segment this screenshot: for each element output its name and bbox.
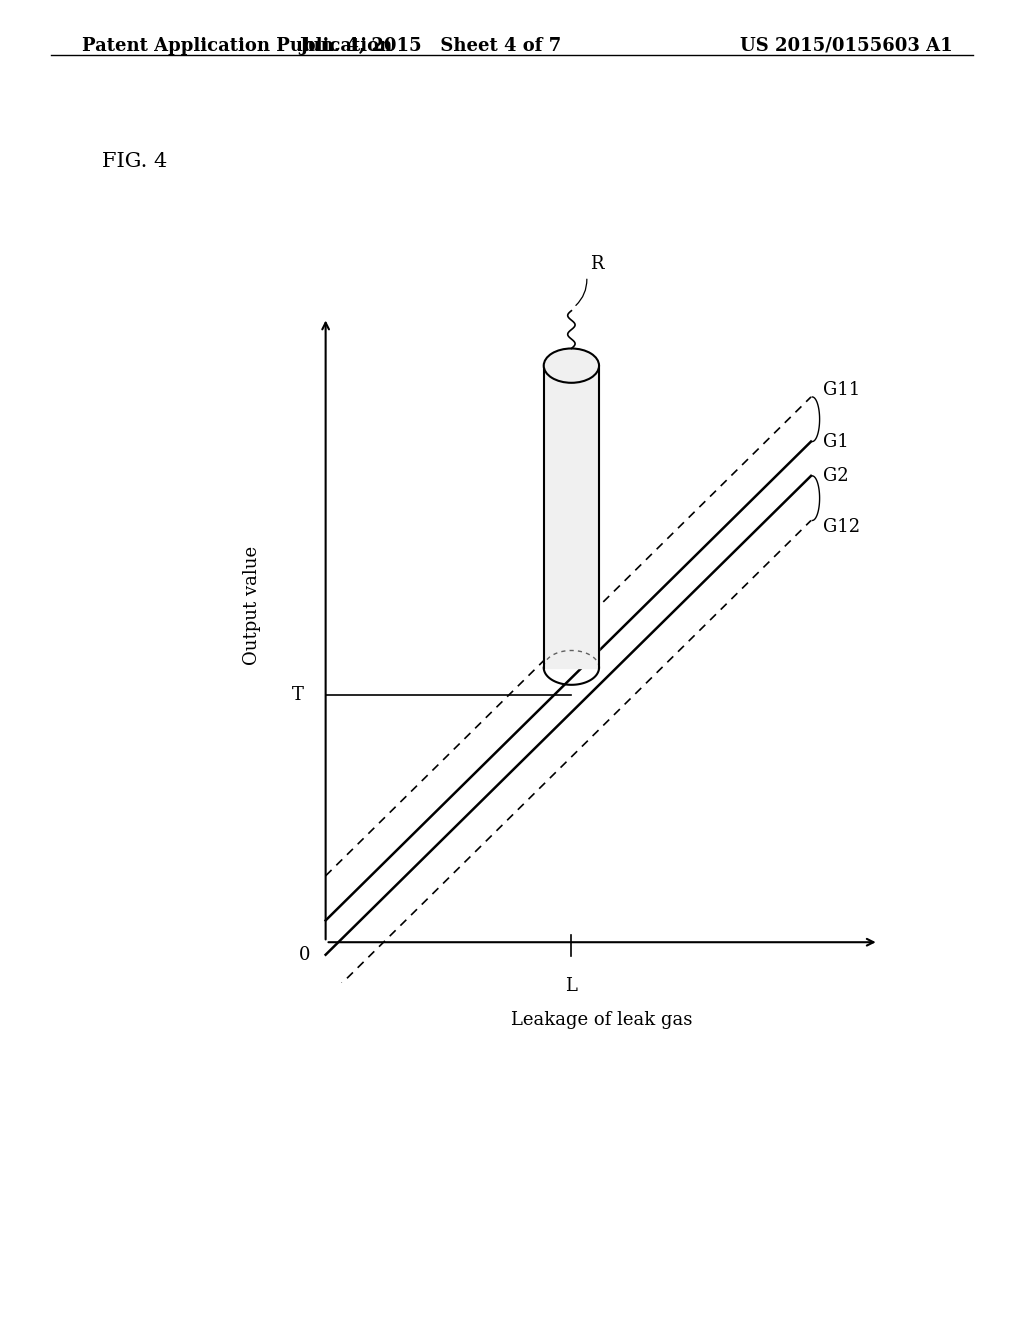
- Text: L: L: [565, 977, 578, 994]
- Text: G11: G11: [823, 381, 860, 399]
- Bar: [544, 366, 599, 668]
- Text: T: T: [292, 686, 304, 704]
- Text: FIG. 4: FIG. 4: [102, 152, 168, 170]
- Text: US 2015/0155603 A1: US 2015/0155603 A1: [739, 37, 952, 55]
- Text: R: R: [590, 255, 603, 273]
- Text: Output value: Output value: [243, 546, 261, 665]
- Text: Leakage of leak gas: Leakage of leak gas: [511, 1011, 693, 1028]
- Text: Jun. 4, 2015   Sheet 4 of 7: Jun. 4, 2015 Sheet 4 of 7: [299, 37, 561, 55]
- Text: G2: G2: [823, 467, 849, 484]
- Text: G12: G12: [823, 519, 860, 536]
- Text: 0: 0: [299, 945, 310, 964]
- Ellipse shape: [544, 348, 599, 383]
- Text: Patent Application Publication: Patent Application Publication: [82, 37, 392, 55]
- Text: G1: G1: [823, 433, 849, 450]
